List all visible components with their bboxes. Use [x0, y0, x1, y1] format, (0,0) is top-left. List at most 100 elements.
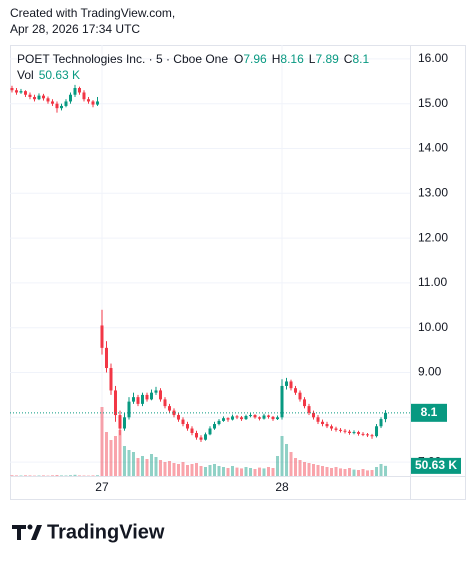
- candle-body: [122, 417, 126, 429]
- volume-bar: [217, 466, 221, 476]
- ohlc-value: 8.16: [280, 52, 304, 66]
- brand-name: TradingView: [47, 521, 165, 543]
- last-volume-box: [411, 457, 461, 474]
- candle-body: [154, 390, 158, 393]
- candle-body: [303, 399, 307, 407]
- volume-bar: [307, 463, 311, 476]
- candle-body: [55, 103, 59, 109]
- volume-bar: [194, 463, 198, 476]
- candle-body: [289, 381, 293, 389]
- volume-bar: [19, 475, 23, 476]
- volume-bar: [285, 444, 289, 476]
- volume-bar: [64, 475, 68, 476]
- candle-body: [298, 392, 302, 400]
- labels: 7.008.009.0010.0011.0012.0013.0014.0015.…: [10, 51, 461, 494]
- volume-bar: [158, 460, 162, 476]
- candle-body: [145, 394, 149, 400]
- candle-body: [136, 397, 140, 404]
- volume-bar: [330, 468, 334, 476]
- volume-bar: [154, 457, 158, 476]
- volume-value: 50.63 K: [39, 68, 80, 82]
- candle-body: [208, 428, 212, 435]
- volume-bar: [262, 468, 266, 476]
- candle-body: [231, 416, 235, 420]
- candle-body: [73, 88, 77, 95]
- ohlc-value: 8.1: [352, 52, 369, 66]
- candle-body: [253, 415, 257, 418]
- volume-bar: [167, 461, 171, 476]
- candle-body: [366, 434, 370, 436]
- candle-body: [294, 388, 298, 393]
- volume-bar: [370, 470, 374, 476]
- candle-body: [249, 415, 253, 417]
- volume-legend: Vol 50.63 K: [17, 68, 80, 82]
- legend-header: POET Technologies Inc. · 5 · Cboe One O7.…: [17, 52, 369, 66]
- volume-bar: [208, 465, 212, 476]
- candle-body: [14, 90, 18, 93]
- volume-bar: [244, 467, 248, 476]
- candle-body: [312, 412, 316, 418]
- volume-bar: [73, 474, 77, 476]
- volume-bar: [14, 475, 18, 476]
- candles: [10, 84, 388, 442]
- volume-bar: [213, 464, 217, 476]
- candle-body: [68, 94, 72, 102]
- candle-body: [321, 421, 325, 425]
- candle-body: [77, 88, 81, 93]
- volume-bar: [303, 462, 307, 476]
- volume-bar: [10, 475, 14, 476]
- candle-body: [307, 406, 311, 413]
- symbol: POET Technologies Inc. · 5 · Cboe One: [17, 52, 228, 66]
- volume-bar: [348, 468, 352, 476]
- volume-bar: [240, 468, 244, 476]
- volume-bar: [190, 464, 194, 476]
- candle-body: [172, 410, 176, 416]
- candle-body: [59, 105, 63, 109]
- volume-bar: [122, 446, 126, 476]
- candle-body: [343, 430, 347, 432]
- candle-body: [185, 424, 189, 429]
- volume-bar: [343, 469, 347, 476]
- volume-bar: [185, 465, 189, 476]
- volume-bar: [203, 467, 207, 476]
- candle-body: [244, 415, 248, 420]
- volume-bar: [222, 467, 226, 476]
- volume-bar: [357, 470, 361, 476]
- volume-bar: [249, 468, 253, 476]
- last-price-box: [411, 403, 447, 422]
- volume-bar: [23, 475, 27, 476]
- volume-bar: [253, 469, 257, 476]
- candle-body: [32, 96, 36, 100]
- candle-body: [267, 415, 271, 417]
- candle-body: [316, 417, 320, 422]
- candle-body: [213, 424, 217, 429]
- x-tick-label: 28: [275, 480, 289, 494]
- volume-bar: [271, 468, 275, 476]
- candle-body: [361, 433, 365, 435]
- candle-body: [46, 98, 50, 102]
- candle-body: [285, 381, 289, 386]
- candle-body: [379, 419, 383, 427]
- ohlc-key: C: [344, 52, 353, 66]
- candle-body: [10, 88, 14, 91]
- volume-name: Vol: [17, 68, 34, 82]
- candle-body: [339, 429, 343, 431]
- volume-bar: [140, 456, 144, 476]
- last-volume-label: 50.63 K: [415, 458, 457, 472]
- grid: [10, 45, 410, 476]
- candle-body: [222, 418, 226, 421]
- candle-body: [158, 390, 162, 400]
- volume-bar: [82, 475, 86, 476]
- candle-body: [28, 94, 32, 97]
- candle-body: [104, 347, 108, 369]
- candle-body: [235, 416, 239, 418]
- volume-bar: [339, 468, 343, 476]
- candle-body: [352, 432, 356, 434]
- y-tick-label: 9.00: [418, 365, 442, 379]
- candle-body: [176, 415, 180, 420]
- candle-body: [95, 101, 99, 105]
- candle-body: [23, 91, 27, 95]
- volume-bar: [334, 467, 338, 476]
- volume-bar: [127, 450, 131, 476]
